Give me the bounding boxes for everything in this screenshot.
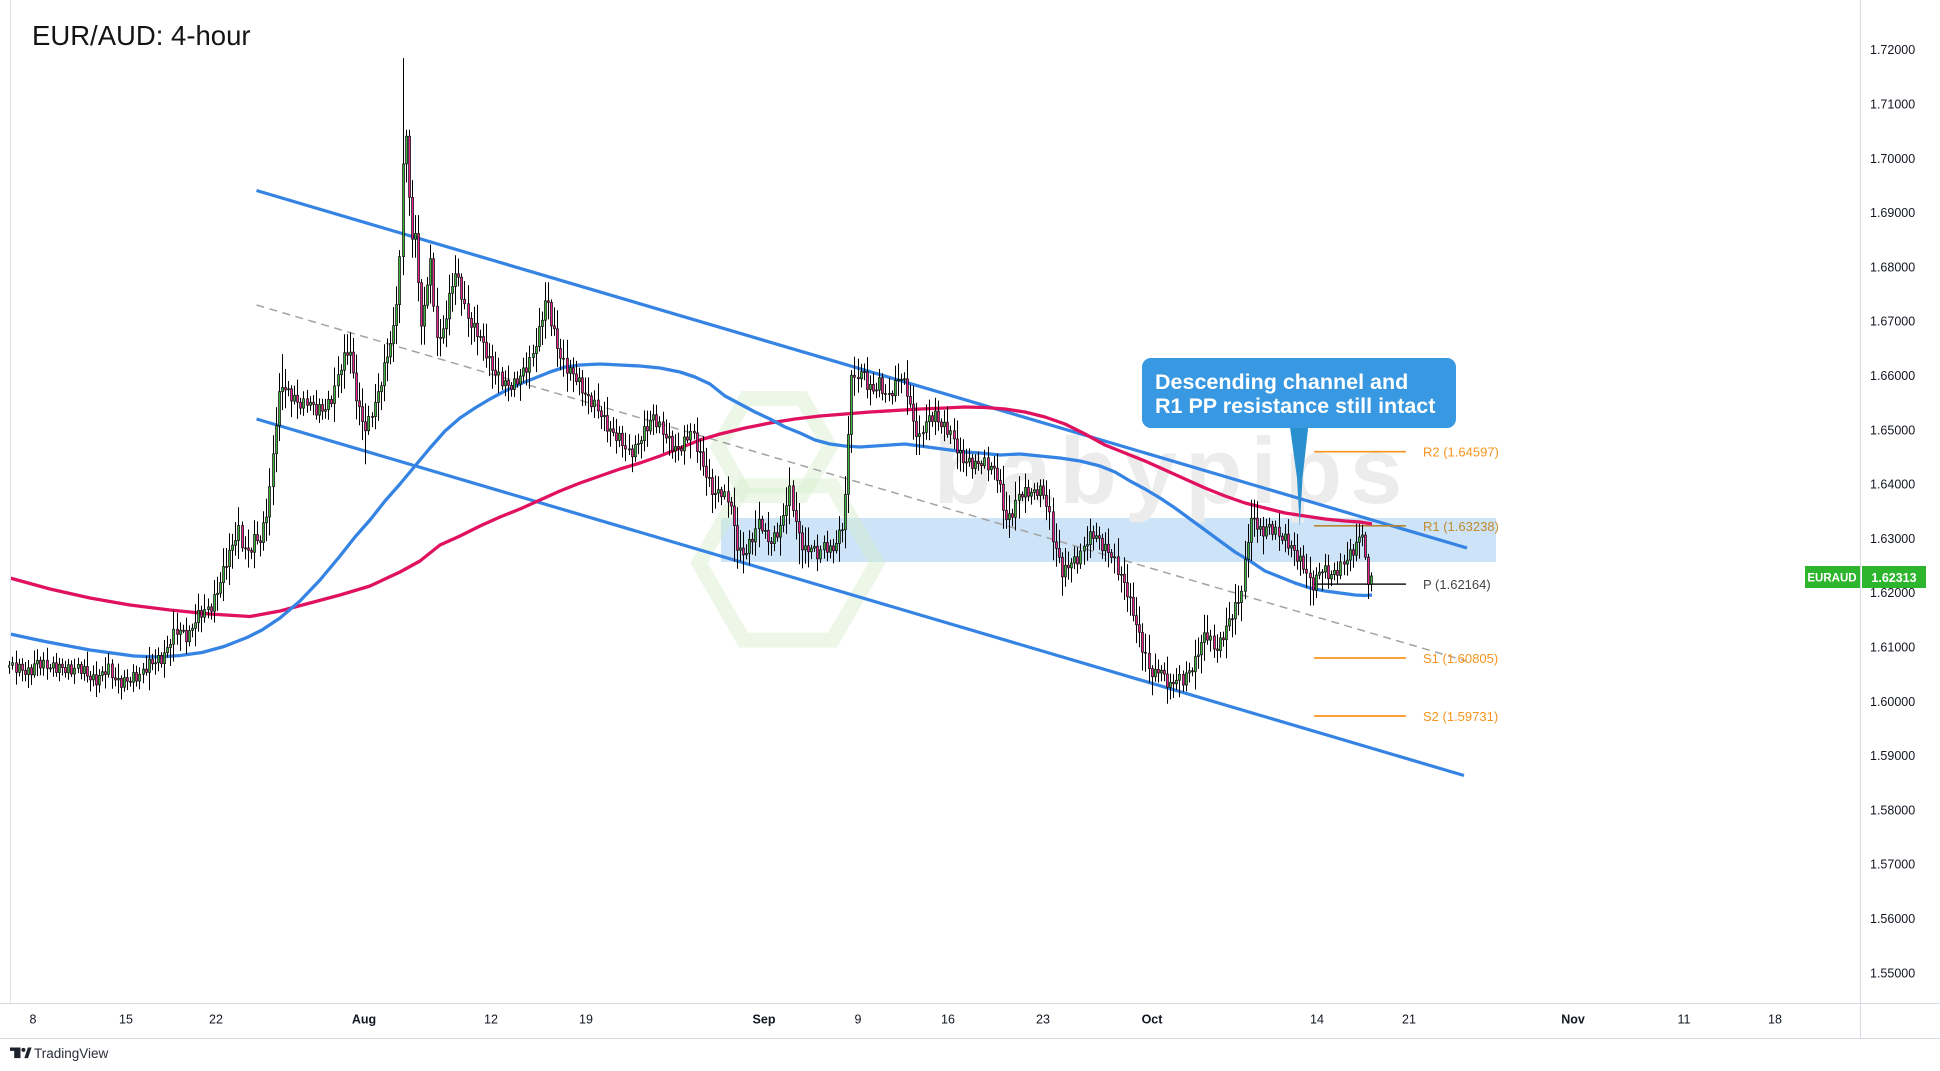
- svg-text:1.72000: 1.72000: [1870, 43, 1915, 57]
- svg-text:22: 22: [209, 1013, 223, 1027]
- svg-text:1.62313: 1.62313: [1871, 571, 1916, 585]
- svg-text:TradingView: TradingView: [34, 1046, 109, 1061]
- svg-text:Sep: Sep: [753, 1013, 776, 1027]
- svg-text:1.62000: 1.62000: [1870, 586, 1915, 600]
- svg-text:1.71000: 1.71000: [1870, 98, 1915, 112]
- svg-text:1.67000: 1.67000: [1870, 315, 1915, 329]
- svg-text:1.55000: 1.55000: [1870, 966, 1915, 980]
- svg-text:1.64000: 1.64000: [1870, 478, 1915, 492]
- svg-text:18: 18: [1768, 1013, 1782, 1027]
- svg-text:S2 (1.59731): S2 (1.59731): [1423, 709, 1498, 724]
- svg-text:1.56000: 1.56000: [1870, 912, 1915, 926]
- svg-text:R1 (1.63238): R1 (1.63238): [1423, 519, 1499, 534]
- svg-text:1.59000: 1.59000: [1870, 749, 1915, 763]
- svg-text:11: 11: [1678, 1013, 1691, 1027]
- svg-text:16: 16: [941, 1013, 955, 1027]
- svg-text:15: 15: [119, 1013, 133, 1027]
- svg-text:1.66000: 1.66000: [1870, 369, 1915, 383]
- svg-text:23: 23: [1036, 1013, 1050, 1027]
- svg-text:1.58000: 1.58000: [1870, 803, 1915, 817]
- svg-text:1.61000: 1.61000: [1870, 641, 1915, 655]
- svg-text:R1 PP resistance still intact: R1 PP resistance still intact: [1155, 394, 1435, 418]
- svg-text:12: 12: [484, 1013, 498, 1027]
- svg-text:1.69000: 1.69000: [1870, 206, 1915, 220]
- svg-text:EURAUD: EURAUD: [1807, 573, 1856, 585]
- svg-text:21: 21: [1402, 1013, 1416, 1027]
- svg-text:1.70000: 1.70000: [1870, 152, 1915, 166]
- svg-text:1.60000: 1.60000: [1870, 695, 1915, 709]
- svg-text:1.63000: 1.63000: [1870, 532, 1915, 546]
- svg-text:19: 19: [579, 1013, 593, 1027]
- svg-text:R2 (1.64597): R2 (1.64597): [1423, 445, 1499, 460]
- svg-text:1.65000: 1.65000: [1870, 423, 1915, 437]
- svg-text:Nov: Nov: [1561, 1013, 1585, 1027]
- svg-text:Aug: Aug: [352, 1013, 376, 1027]
- svg-text:EUR/AUD: 4-hour: EUR/AUD: 4-hour: [32, 20, 251, 51]
- svg-text:P (1.62164): P (1.62164): [1423, 577, 1491, 592]
- svg-text:14: 14: [1310, 1013, 1324, 1027]
- svg-text:Descending channel and: Descending channel and: [1155, 370, 1408, 394]
- svg-text:1.68000: 1.68000: [1870, 260, 1915, 274]
- svg-text:9: 9: [855, 1013, 862, 1027]
- svg-text:8: 8: [30, 1013, 37, 1027]
- svg-text:Oct: Oct: [1142, 1013, 1164, 1027]
- svg-text:1.57000: 1.57000: [1870, 858, 1915, 872]
- svg-text:S1 (1.60805): S1 (1.60805): [1423, 651, 1498, 666]
